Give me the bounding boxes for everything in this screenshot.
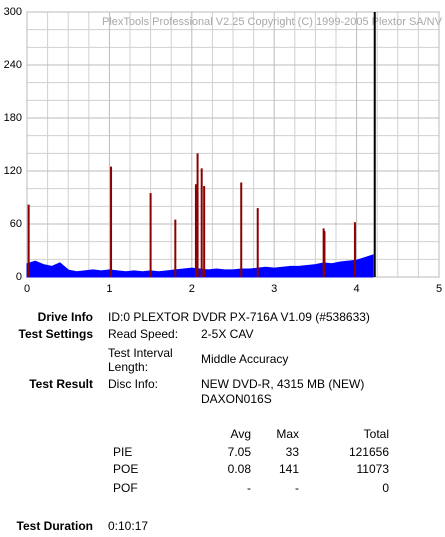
field: Disc Info:	[108, 377, 159, 391]
label: Drive Info	[37, 310, 93, 324]
x-tick-label: 0	[24, 283, 30, 295]
y-tick-label: 0	[16, 271, 22, 283]
column-header: Max	[276, 427, 299, 441]
cell: -	[295, 481, 299, 495]
value: 0:10:17	[108, 519, 149, 533]
label: Test Settings	[18, 327, 93, 341]
cell: 11073	[356, 462, 389, 476]
y-tick-label: 60	[10, 218, 22, 230]
x-tick-label: 3	[271, 283, 277, 295]
cell: 141	[278, 462, 299, 476]
cell: 0	[382, 481, 389, 495]
label: Test Result	[29, 377, 93, 391]
cell: 121656	[348, 445, 389, 459]
column-header: Total	[363, 427, 389, 441]
cell: 33	[285, 445, 299, 459]
x-tick-label: 5	[436, 283, 442, 295]
column-header: Avg	[230, 427, 251, 441]
x-tick-label: 2	[189, 283, 195, 295]
y-tick-label: 180	[4, 112, 22, 124]
value: NEW DVD-R, 4315 MB (NEW)	[201, 377, 365, 391]
value: ID:0 PLEXTOR DVDR PX-716A V1.09 (#538633…	[108, 310, 370, 324]
field: Read Speed:	[108, 327, 179, 341]
value: 2-5X CAV	[201, 327, 254, 341]
row-label: POF	[113, 481, 138, 495]
row-label: PIE	[113, 445, 133, 459]
cell: 0.08	[227, 462, 251, 476]
x-tick-label: 1	[106, 283, 112, 295]
x-tick-label: 4	[354, 283, 360, 295]
value: Middle Accuracy	[201, 352, 289, 366]
y-tick-label: 240	[4, 59, 22, 71]
value: DAXON016S	[201, 392, 272, 406]
copyright: PlexTools Professional V2.25 Copyright (…	[102, 16, 443, 28]
row-label: POE	[113, 462, 139, 476]
chart: PlexTools Professional V2.25 Copyright (…	[4, 6, 443, 295]
field: Test Interval Length:	[108, 346, 173, 374]
cell: -	[247, 481, 251, 495]
y-tick-label: 300	[4, 6, 22, 18]
cell: 7.05	[227, 445, 251, 459]
y-tick-label: 120	[4, 165, 22, 177]
label: Test Duration	[16, 519, 93, 533]
